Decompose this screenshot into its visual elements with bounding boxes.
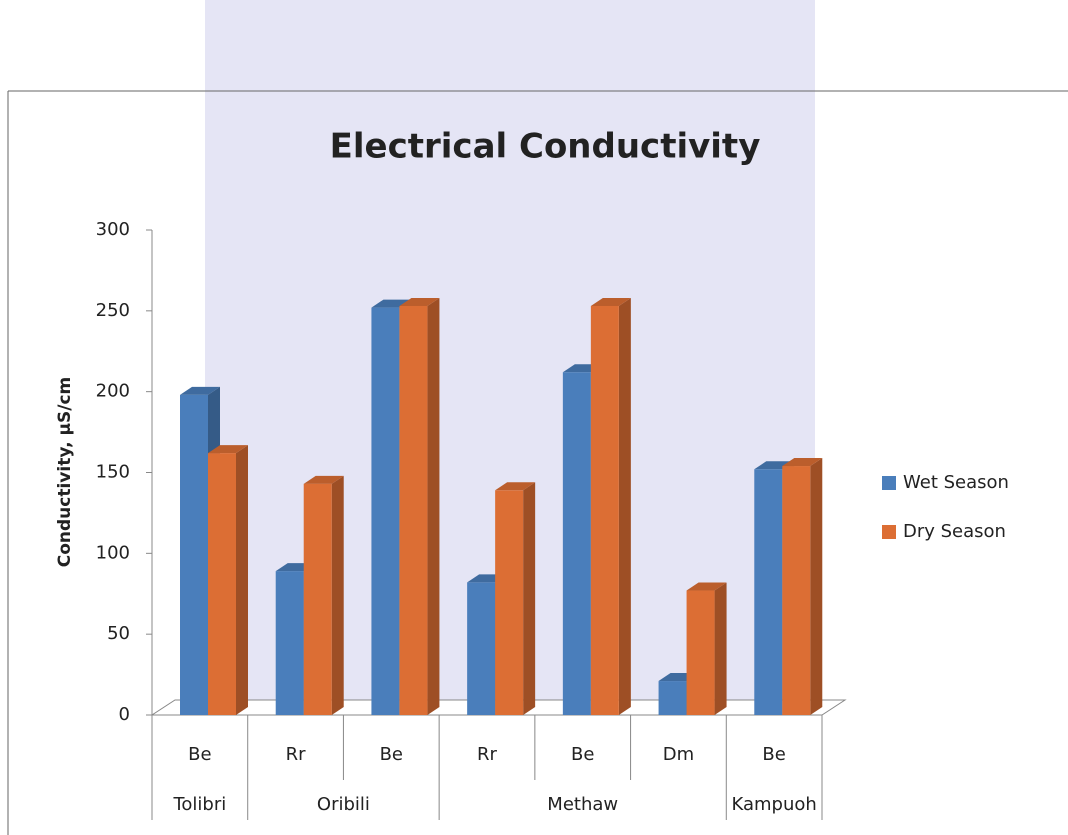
y-tick-label: 100 <box>96 542 130 563</box>
bar-top <box>782 458 823 467</box>
y-tick-label: 300 <box>96 219 130 240</box>
bar-side <box>618 297 631 715</box>
bar <box>686 590 715 715</box>
y-tick-label: 0 <box>119 704 130 725</box>
y-tick-label: 250 <box>96 300 130 321</box>
bar-top <box>686 582 727 591</box>
bar <box>275 571 304 715</box>
x-tick-label: Be <box>188 744 211 765</box>
bar-top <box>399 297 440 306</box>
bar <box>371 307 400 715</box>
bar <box>754 469 783 715</box>
bar <box>467 582 496 715</box>
bar-top <box>208 445 248 454</box>
x-tick-label: Rr <box>286 744 307 765</box>
bar <box>303 483 332 715</box>
bar-side <box>331 475 344 715</box>
group-label: Oribili <box>317 794 370 815</box>
x-tick-label: Rr <box>477 744 498 765</box>
bar <box>208 453 236 715</box>
bar-top <box>303 475 344 484</box>
bar-side <box>427 297 440 715</box>
group-label: Kampuoh <box>731 794 816 815</box>
legend-label: Wet Season <box>903 472 1009 493</box>
bar-side <box>523 482 536 715</box>
bar-top <box>590 297 631 306</box>
y-tick-label: 200 <box>96 381 130 402</box>
chart-title: Electrical Conductivity <box>330 127 761 167</box>
x-tick-label: Be <box>380 744 403 765</box>
bar <box>658 681 687 715</box>
bar <box>590 305 619 715</box>
y-tick-label: 50 <box>107 623 130 644</box>
group-label: Methaw <box>547 794 618 815</box>
x-tick-label: Be <box>762 744 785 765</box>
x-tick-label: Dm <box>663 744 694 765</box>
bar <box>180 394 208 715</box>
legend-swatch <box>882 525 896 539</box>
bar <box>782 466 811 715</box>
y-axis-title: Conductivity, µS/cm <box>55 377 75 568</box>
y-tick-label: 150 <box>96 462 130 483</box>
bar-top <box>495 482 536 491</box>
group-label: Tolibri <box>172 794 226 815</box>
bar-side <box>236 445 248 715</box>
x-tick-label: Be <box>571 744 594 765</box>
bar <box>562 372 591 715</box>
legend-swatch <box>882 476 896 490</box>
bar-side <box>810 458 823 715</box>
bar <box>399 305 428 715</box>
legend-label: Dry Season <box>903 521 1006 542</box>
bar-side <box>714 582 727 715</box>
bar <box>495 490 524 715</box>
bar-top <box>180 386 220 395</box>
